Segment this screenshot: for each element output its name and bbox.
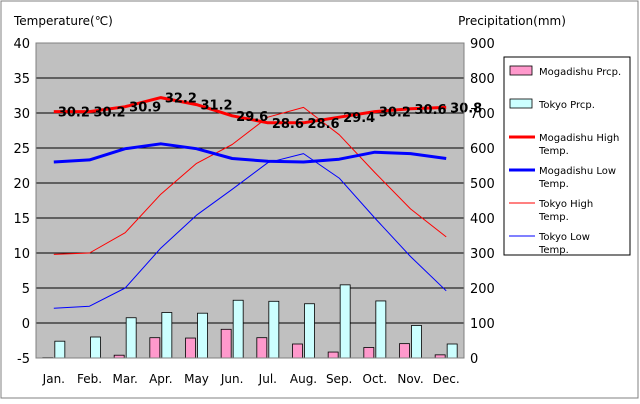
y-axis-left-title: Temperature(℃): [13, 14, 113, 28]
x-tick-label: Aug.: [290, 372, 317, 386]
bar-mogadishu-prcp: [364, 348, 374, 359]
y-left-tick-label: 35: [13, 72, 30, 87]
bar-mogadishu-prcp: [150, 338, 160, 358]
data-label: 30.2: [379, 106, 411, 121]
x-tick-label: May: [184, 372, 209, 386]
y-left-tick-label: 20: [13, 177, 30, 192]
legend-swatch: [510, 66, 532, 75]
y-axis-right-title: Precipitation(mm): [458, 14, 566, 28]
x-tick-label: Jul.: [258, 372, 277, 386]
x-tick-label: Jan.: [42, 372, 65, 386]
y-left-tick-label: 30: [13, 107, 30, 122]
legend-label: Temp.: [538, 212, 569, 223]
bar-tokyo-prcp: [126, 318, 136, 358]
x-tick-label: Mar.: [112, 372, 137, 386]
plot-area: [36, 43, 464, 358]
bar-tokyo-prcp: [162, 313, 172, 359]
bar-tokyo-prcp: [233, 300, 243, 358]
legend-label: Mogadishu Prcp.: [539, 67, 621, 78]
data-label: 28.6: [272, 117, 304, 132]
x-tick-label: Nov.: [397, 372, 423, 386]
bar-mogadishu-prcp: [293, 344, 303, 358]
y-right-tick-label: 400: [470, 212, 495, 227]
data-label: 29.6: [236, 110, 268, 125]
bar-mogadishu-prcp: [257, 338, 267, 358]
data-label: 32.2: [165, 92, 197, 107]
bar-tokyo-prcp: [412, 325, 422, 358]
legend-label: Mogadishu High: [539, 133, 619, 144]
legend-swatch: [510, 99, 532, 108]
bar-tokyo-prcp: [269, 301, 279, 358]
data-label: 30.2: [94, 106, 126, 121]
legend: Mogadishu Prcp. Tokyo Prcp. Mogadishu High…: [504, 57, 630, 256]
y-right-tick-label: 800: [470, 72, 495, 87]
y-left-tick-label: -5: [17, 352, 30, 367]
bar-tokyo-prcp: [340, 285, 350, 358]
y-right-tick-label: 900: [470, 37, 495, 52]
y-left-tick-label: 25: [13, 142, 30, 157]
y-right-tick-label: 300: [470, 247, 495, 262]
x-tick-label: Sep.: [326, 372, 352, 386]
x-tick-label: Apr.: [149, 372, 172, 386]
legend-label: Temp.: [538, 179, 569, 190]
bar-tokyo-prcp: [376, 301, 386, 358]
bar-mogadishu-prcp: [221, 329, 231, 358]
bar-mogadishu-prcp: [186, 338, 196, 358]
legend-label: Tokyo Low: [538, 232, 590, 243]
y-right-tick-label: 500: [470, 177, 495, 192]
bar-tokyo-prcp: [198, 313, 208, 358]
x-tick-label: Dec.: [433, 372, 460, 386]
x-tick-label: Oct.: [363, 372, 388, 386]
legend-label: Tokyo Prcp.: [538, 100, 595, 111]
data-label: 28.6: [308, 117, 340, 132]
data-label: 30.9: [129, 101, 161, 116]
legend-label: Mogadishu Low: [539, 166, 616, 177]
data-label: 30.2: [58, 106, 90, 121]
y-left-tick-label: 10: [13, 247, 30, 262]
y-left-tick-label: 15: [13, 212, 30, 227]
y-right-tick-label: 600: [470, 142, 495, 157]
y-right-tick-label: 0: [470, 352, 478, 367]
y-right-tick-label: 700: [470, 107, 495, 122]
bar-mogadishu-prcp: [400, 344, 410, 358]
y-right-tick-label: 100: [470, 317, 495, 332]
data-label: 29.4: [343, 111, 375, 126]
y-left-tick-label: 5: [22, 282, 30, 297]
y-left-tick-label: 0: [22, 317, 30, 332]
legend-label: Tokyo High: [538, 199, 593, 210]
legend-label: Temp.: [538, 146, 569, 157]
data-label: 30.6: [415, 103, 447, 118]
bar-tokyo-prcp: [447, 344, 457, 358]
data-label: 31.2: [201, 99, 233, 114]
bar-tokyo-prcp: [55, 341, 65, 358]
y-left-tick-label: 40: [13, 37, 30, 52]
y-right-tick-label: 200: [470, 282, 495, 297]
bar-tokyo-prcp: [91, 337, 101, 358]
legend-label: Temp.: [538, 245, 569, 256]
bar-tokyo-prcp: [305, 304, 315, 358]
x-tick-label: Feb.: [77, 372, 102, 386]
bar-mogadishu-prcp: [328, 352, 338, 358]
x-tick-label: Jun.: [220, 372, 244, 386]
